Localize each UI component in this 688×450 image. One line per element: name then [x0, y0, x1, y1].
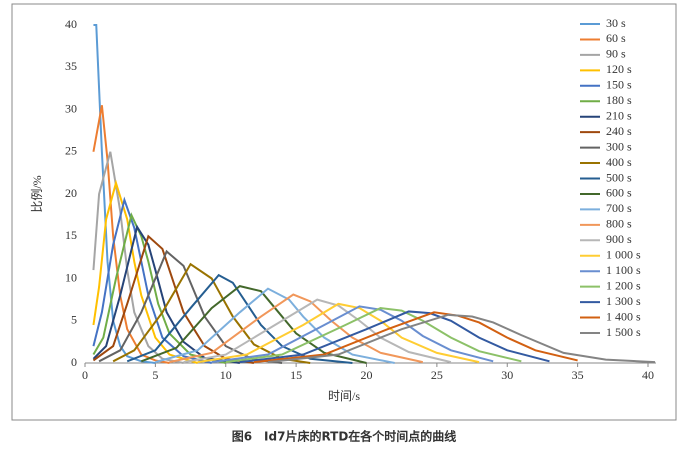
legend-label: 1 400 s	[606, 309, 641, 323]
series-line	[98, 249, 283, 364]
legend-label: 30 s	[606, 16, 626, 30]
legend-label: 300 s	[606, 139, 632, 153]
legend-label: 180 s	[606, 93, 632, 107]
series-line	[92, 196, 212, 364]
x-tick-label: 5	[152, 368, 158, 382]
series-line	[140, 285, 367, 364]
legend-label: 900 s	[606, 232, 632, 246]
y-tick-label: 10	[65, 270, 77, 284]
series-line	[211, 305, 494, 364]
series-line	[225, 307, 522, 364]
legend-label: 1 500 s	[606, 325, 641, 339]
series-line	[92, 179, 198, 364]
x-tick-label: 20	[361, 368, 373, 382]
legend-label: 210 s	[606, 108, 632, 122]
x-tick-label: 15	[290, 368, 302, 382]
legend-label: 1 200 s	[606, 278, 641, 292]
y-tick-label: 20	[65, 186, 77, 200]
y-tick-label: 0	[71, 355, 77, 369]
legend-label: 800 s	[606, 217, 632, 231]
legend-label: 1 300 s	[606, 294, 641, 308]
x-tick-label: 25	[431, 368, 443, 382]
legend-label: 90 s	[606, 47, 626, 61]
series-line	[126, 273, 353, 364]
legend-label: 1 000 s	[606, 248, 641, 262]
legend-label: 150 s	[606, 78, 632, 92]
y-tick-label: 40	[65, 17, 77, 31]
legend-label: 240 s	[606, 124, 632, 138]
series-line	[169, 293, 424, 364]
legend-label: 400 s	[606, 155, 632, 169]
x-tick-label: 10	[220, 368, 232, 382]
caption: 图6 Id7片床的RTD在各个时间点的曲线	[232, 429, 457, 444]
y-tick-label: 30	[65, 101, 77, 115]
legend-label: 600 s	[606, 186, 632, 200]
y-axis-label: 比例/%	[30, 175, 44, 212]
legend-label: 700 s	[606, 201, 632, 215]
series-line	[183, 298, 452, 364]
y-tick-label: 5	[71, 313, 77, 327]
x-tick-label: 35	[572, 368, 584, 382]
series-line	[92, 234, 255, 364]
series-line	[112, 262, 311, 364]
x-tick-label: 0	[82, 368, 88, 382]
legend-label: 500 s	[606, 170, 632, 184]
x-axis-label: 时间/s	[328, 389, 360, 403]
x-tick-label: 30	[501, 368, 513, 382]
series-line	[267, 313, 656, 364]
legend-label: 120 s	[606, 62, 632, 76]
x-tick-label: 40	[642, 368, 654, 382]
legend-label: 60 s	[606, 31, 626, 45]
chart-frame	[11, 3, 677, 421]
series-line	[197, 302, 480, 364]
y-tick-label: 15	[65, 228, 77, 242]
legend-label: 1 100 s	[606, 263, 641, 277]
y-tick-label: 25	[65, 144, 77, 158]
y-tick-label: 35	[65, 59, 77, 73]
series-line	[92, 224, 240, 364]
series-line	[155, 287, 395, 364]
